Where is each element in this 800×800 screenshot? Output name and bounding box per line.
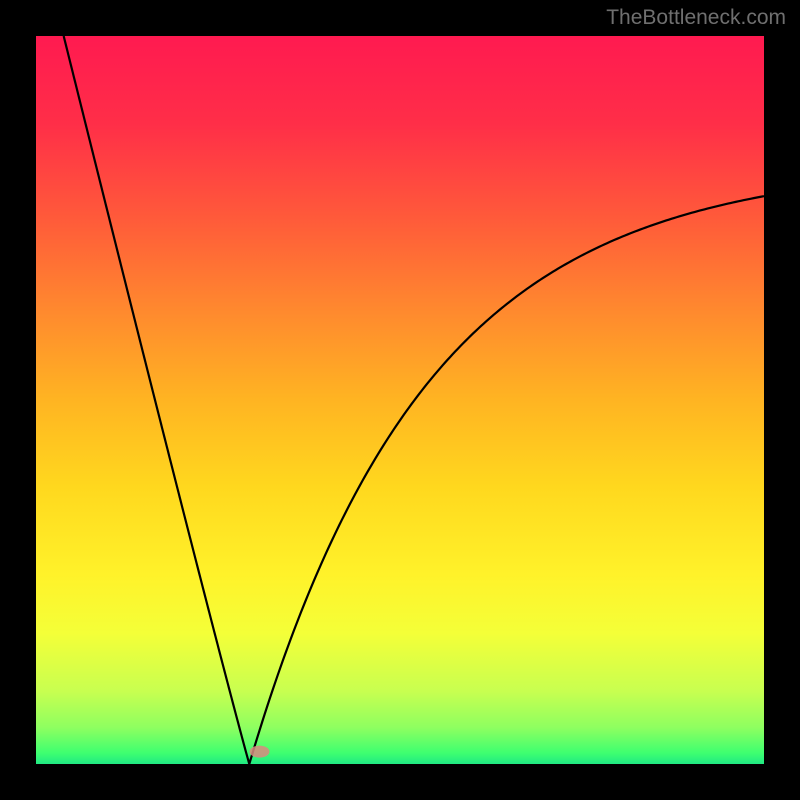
chart-root: TheBottleneck.com: [0, 0, 800, 800]
watermark-text: TheBottleneck.com: [606, 6, 786, 30]
gradient-background: [36, 36, 764, 764]
plot-area: [36, 36, 764, 764]
chart-svg: [36, 36, 764, 764]
optimal-marker: [249, 746, 269, 758]
